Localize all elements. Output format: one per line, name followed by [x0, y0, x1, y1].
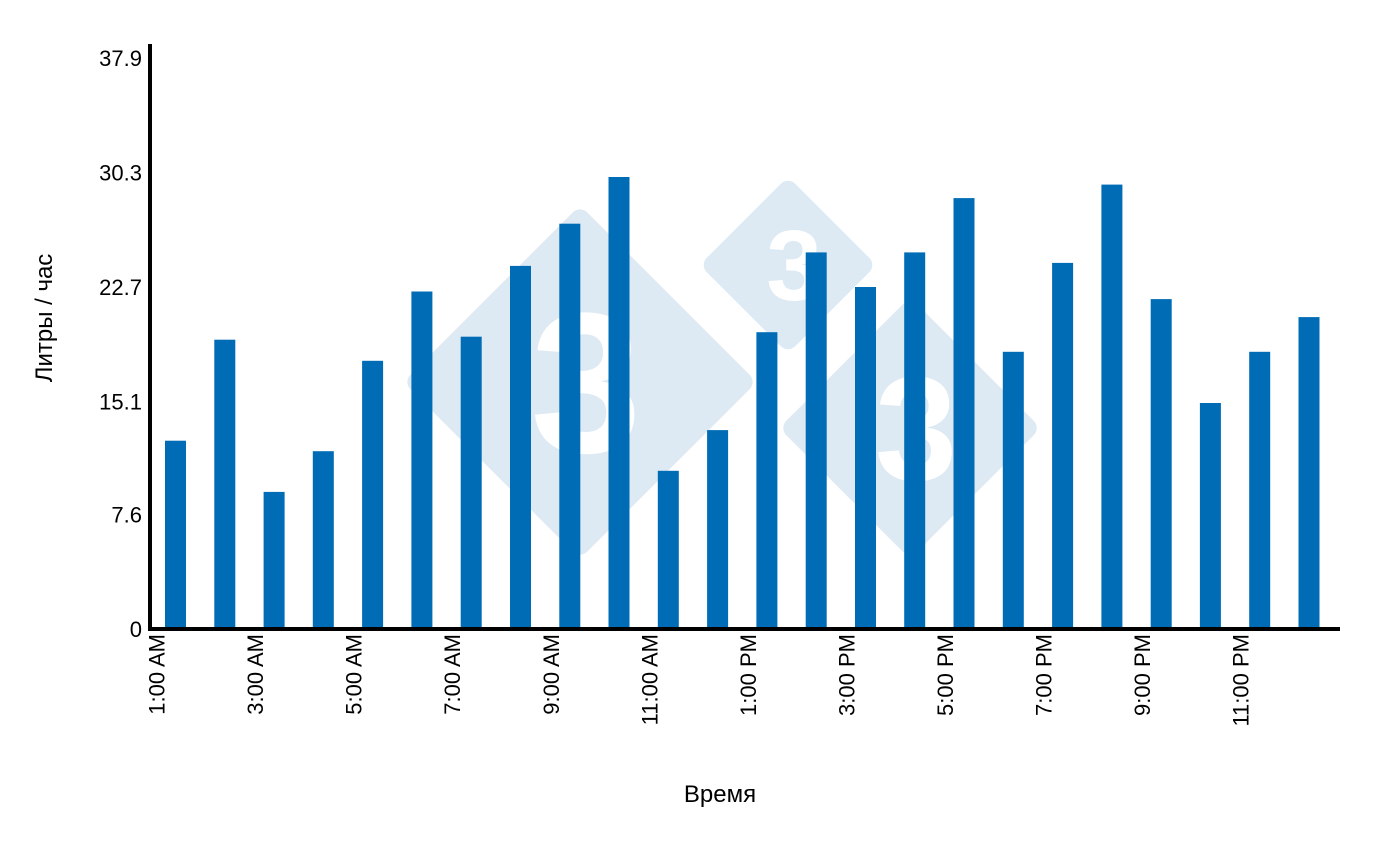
- bar: [411, 291, 433, 629]
- x-tick-label: 1:00 AM: [145, 634, 170, 715]
- bar: [165, 440, 186, 629]
- bar: [510, 265, 531, 629]
- bar: [855, 287, 876, 629]
- y-tick-label: 30.3: [99, 161, 142, 186]
- y-axis-ticks: 0 7.6 15.1 22.7 30.3 37.9: [99, 46, 142, 642]
- bar: [1101, 184, 1123, 629]
- bar: [756, 332, 778, 629]
- y-axis-title: Литры / час: [31, 254, 58, 383]
- x-tick-label: 9:00 AM: [539, 634, 564, 715]
- y-tick-label: 0: [130, 617, 142, 642]
- x-tick-label: 3:00 PM: [835, 634, 860, 716]
- x-tick-label: 11:00 AM: [637, 634, 662, 725]
- bar: [263, 491, 285, 629]
- bar: [1002, 351, 1024, 629]
- bar: [904, 252, 926, 629]
- bar: [1249, 351, 1271, 629]
- x-tick-label: 9:00 PM: [1130, 634, 1155, 716]
- x-tick-label: 3:00 AM: [243, 634, 268, 715]
- x-tick-label: 5:00 PM: [933, 634, 958, 716]
- bar: [460, 336, 482, 629]
- x-tick-label: 1:00 PM: [736, 634, 761, 716]
- x-tick-label: 7:00 AM: [440, 634, 465, 715]
- bar: [1199, 403, 1221, 629]
- y-tick-label: 15.1: [99, 390, 142, 415]
- y-tick-label: 37.9: [99, 46, 142, 71]
- bar: [953, 198, 975, 629]
- y-tick-label: 22.7: [99, 275, 142, 300]
- bar: [559, 223, 581, 629]
- bar: [1052, 262, 1074, 629]
- bar: [1150, 299, 1172, 629]
- x-axis-ticks: 1:00 AM 3:00 AM 5:00 AM 7:00 AM 9:00 AM 11:00…: [145, 634, 1254, 727]
- bar: [1298, 317, 1320, 629]
- bar: [657, 470, 679, 629]
- y-tick-label: 7.6: [111, 503, 142, 528]
- bars-group: [165, 177, 1320, 629]
- bar: [707, 430, 729, 629]
- bar: [312, 451, 334, 629]
- x-tick-label: 5:00 AM: [342, 634, 367, 715]
- bar: [214, 339, 236, 629]
- x-tick-label: 7:00 PM: [1032, 634, 1057, 716]
- x-axis-title: Время: [684, 781, 756, 808]
- bar: [608, 177, 630, 629]
- watermark-diamond: [703, 180, 873, 350]
- x-tick-label: 11:00 PM: [1229, 634, 1254, 727]
- bar: [362, 360, 384, 629]
- bar: [805, 252, 827, 629]
